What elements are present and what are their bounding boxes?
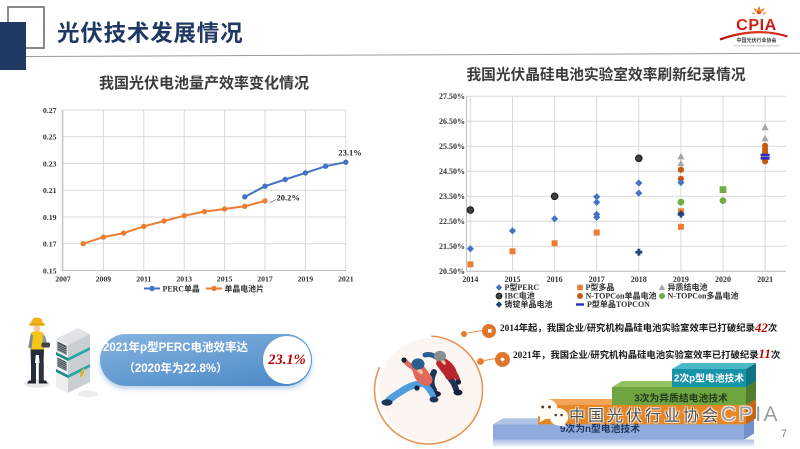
svg-text:20.50%: 20.50%: [439, 267, 465, 276]
svg-text:2018: 2018: [631, 275, 647, 284]
svg-text:0.21: 0.21: [43, 186, 57, 195]
svg-text:20.2%: 20.2%: [277, 193, 300, 203]
svg-text:24.50%: 24.50%: [439, 167, 465, 176]
svg-text:2017: 2017: [589, 275, 605, 284]
svg-text:0.19: 0.19: [43, 213, 57, 222]
svg-text:26.50%: 26.50%: [439, 117, 465, 126]
svg-text:23.1%: 23.1%: [338, 148, 361, 158]
svg-text:单晶电池片: 单晶电池片: [225, 284, 265, 294]
svg-text:2020: 2020: [715, 275, 731, 284]
svg-text:N-TOPCon多晶电池: N-TOPCon多晶电池: [668, 291, 739, 301]
svg-text:21.50%: 21.50%: [439, 242, 465, 251]
svg-text:2016: 2016: [547, 275, 563, 284]
svg-text:IBC电池: IBC电池: [505, 291, 535, 301]
svg-text:2009: 2009: [96, 274, 112, 283]
svg-text:2021: 2021: [757, 275, 773, 284]
svg-text:27.50%: 27.50%: [439, 92, 465, 101]
svg-text:2015: 2015: [217, 274, 233, 283]
svg-text:铸锭单晶电池: 铸锭单晶电池: [505, 299, 553, 309]
svg-text:中国光伏行业协会: 中国光伏行业协会: [736, 37, 776, 44]
svg-text:PERC单晶: PERC单晶: [163, 284, 200, 294]
svg-text:22.50%: 22.50%: [439, 217, 465, 226]
svg-text:3次为异质结电池技术: 3次为异质结电池技术: [634, 391, 728, 405]
svg-text:0.25: 0.25: [43, 133, 57, 142]
svg-text:0.27: 0.27: [43, 106, 57, 115]
svg-text:CPIA: CPIA: [736, 17, 777, 34]
svg-text:2019: 2019: [673, 275, 689, 284]
svg-text:2011: 2011: [136, 274, 151, 283]
svg-text:2019: 2019: [298, 274, 314, 283]
svg-text:0.17: 0.17: [43, 240, 57, 249]
svg-text:2013: 2013: [176, 274, 192, 283]
svg-text:2007: 2007: [55, 274, 71, 283]
svg-text:异质结电池: 异质结电池: [668, 282, 708, 292]
svg-text:2017: 2017: [257, 274, 273, 283]
svg-text:2015: 2015: [505, 275, 521, 284]
svg-text:2次p型电池技术: 2次p型电池技术: [674, 371, 744, 385]
svg-text:25.50%: 25.50%: [439, 142, 465, 151]
svg-text:23.50%: 23.50%: [439, 192, 465, 201]
svg-text:2014: 2014: [462, 275, 478, 284]
svg-text:2021: 2021: [338, 274, 354, 283]
svg-text:我国光伏电池量产效率变化情况: 我国光伏电池量产效率变化情况: [99, 72, 309, 93]
svg-text:P型PERC: P型PERC: [505, 282, 540, 292]
svg-text:0.15: 0.15: [43, 266, 57, 275]
svg-text:9次为n型电池技术: 9次为n型电池技术: [560, 421, 640, 435]
svg-text:China Photovoltaic Industry As: China Photovoltaic Industry Association: [733, 44, 781, 48]
svg-text:P型单晶TOPCON: P型单晶TOPCON: [587, 299, 650, 309]
svg-text:0.23: 0.23: [43, 159, 57, 168]
svg-text:我国光伏晶硅电池实验室效率刷新纪录情况: 我国光伏晶硅电池实验室效率刷新纪录情况: [466, 66, 745, 85]
svg-text:P型多晶: P型多晶: [586, 282, 615, 292]
svg-text:N-TOPCon单晶电池: N-TOPCon单晶电池: [586, 291, 657, 301]
